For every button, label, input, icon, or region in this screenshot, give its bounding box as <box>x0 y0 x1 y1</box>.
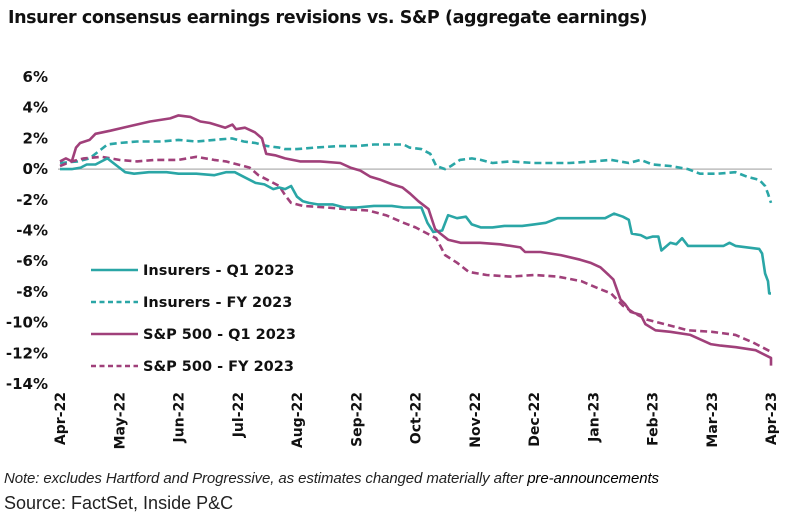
x-axis: Apr-22 May-22 Jun-22 Jul-22 Aug-22 Sep-22 Oct-… <box>53 392 780 449</box>
x-tick-label: Apr-22 <box>53 392 69 445</box>
legend: Insurers - Q1 2023 Insurers - FY 2023 S&P … <box>91 263 296 375</box>
y-tick-label: 6% <box>23 68 48 86</box>
series-line-insurers-fy-2023 <box>59 137 773 204</box>
x-tick-label: Feb-23 <box>646 392 662 446</box>
legend-label: S&P 500 - FY 2023 <box>143 359 294 375</box>
note-emphasis: pre-announcements <box>527 470 659 487</box>
x-tick-label: Dec-22 <box>527 392 543 447</box>
y-tick-label: 0% <box>23 160 48 178</box>
series-line-insurers-q1-2023 <box>60 157 771 295</box>
y-tick-label: -12% <box>6 344 48 362</box>
x-tick-label: Oct-22 <box>409 392 425 444</box>
legend-item: Insurers - Q1 2023 <box>91 263 294 279</box>
legend-item: Insurers - FY 2023 <box>91 295 292 311</box>
x-tick-label: Apr-23 <box>764 392 780 445</box>
legend-label: Insurers - Q1 2023 <box>143 263 294 279</box>
y-tick-label: -2% <box>16 191 48 209</box>
legend-item: S&P 500 - FY 2023 <box>91 359 294 375</box>
x-tick-label: Nov-22 <box>468 392 484 448</box>
legend-item: S&P 500 - Q1 2023 <box>91 327 296 343</box>
x-tick-label: Mar-23 <box>705 392 721 448</box>
legend-label: Insurers - FY 2023 <box>143 295 292 311</box>
chart-title: Insurer consensus earnings revisions vs.… <box>8 8 648 28</box>
footnote: Note: excludes Hartford and Progressive,… <box>4 470 659 487</box>
source-line: Source: FactSet, Inside P&C <box>4 493 234 513</box>
y-axis: 6% 4% 2% 0% -2% -4% -6% -8% -10% -12% -14% <box>6 68 48 393</box>
y-tick-label: -10% <box>6 314 48 332</box>
x-tick-label: Sep-22 <box>349 392 365 447</box>
legend-label: S&P 500 - Q1 2023 <box>143 327 296 343</box>
series-line-s-p-500-q1-2023 <box>59 114 773 366</box>
x-tick-label: Jan-23 <box>586 392 602 443</box>
x-tick-label: Jun-22 <box>172 392 188 443</box>
y-tick-label: -8% <box>16 283 48 301</box>
x-tick-label: May-22 <box>112 392 128 449</box>
note-text: Note: excludes Hartford and Progressive,… <box>4 470 528 487</box>
y-tick-label: -14% <box>6 375 48 393</box>
y-tick-label: 4% <box>23 99 48 117</box>
y-tick-label: -4% <box>16 222 48 240</box>
y-tick-label: -6% <box>16 252 48 270</box>
series-line-s-p-500-fy-2023 <box>59 155 772 353</box>
y-tick-label: 2% <box>23 129 48 147</box>
series-group <box>59 114 773 366</box>
x-tick-label: Jul-22 <box>231 392 247 438</box>
x-tick-label: Aug-22 <box>290 392 306 448</box>
